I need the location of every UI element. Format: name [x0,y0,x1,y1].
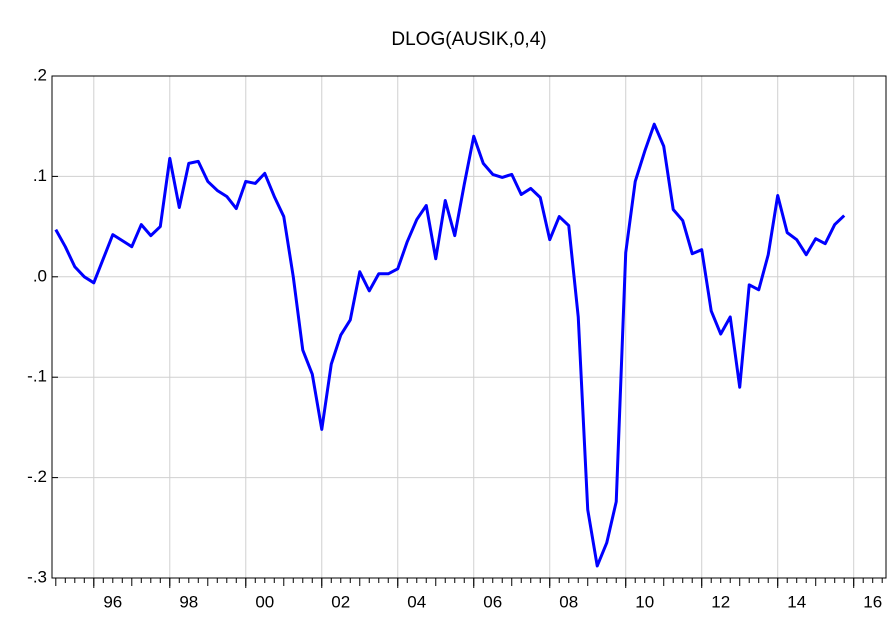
y-tick-label: -.2 [27,467,47,486]
x-tick-label: 06 [483,592,502,611]
x-tick-label: 00 [255,592,274,611]
x-tick-label: 10 [635,592,654,611]
y-tick-label: .0 [33,266,47,285]
x-tick-label: 12 [711,592,730,611]
x-tick-label: 14 [787,592,806,611]
plot-frame [51,75,887,579]
y-tick-label: .2 [33,65,47,84]
x-tick-label: 08 [559,592,578,611]
y-tick-label: .1 [33,166,47,185]
x-tick-label: 96 [103,592,122,611]
y-tick-label: -.3 [27,567,47,586]
y-tick-label: -.1 [27,367,47,386]
x-tick-label: 04 [407,592,426,611]
chart-title: DLOG(AUSIK,0,4) [391,29,546,50]
x-tick-label: 16 [863,592,882,611]
x-tick-label: 02 [331,592,350,611]
data-line [54,122,846,568]
x-tick-label: 98 [179,592,198,611]
